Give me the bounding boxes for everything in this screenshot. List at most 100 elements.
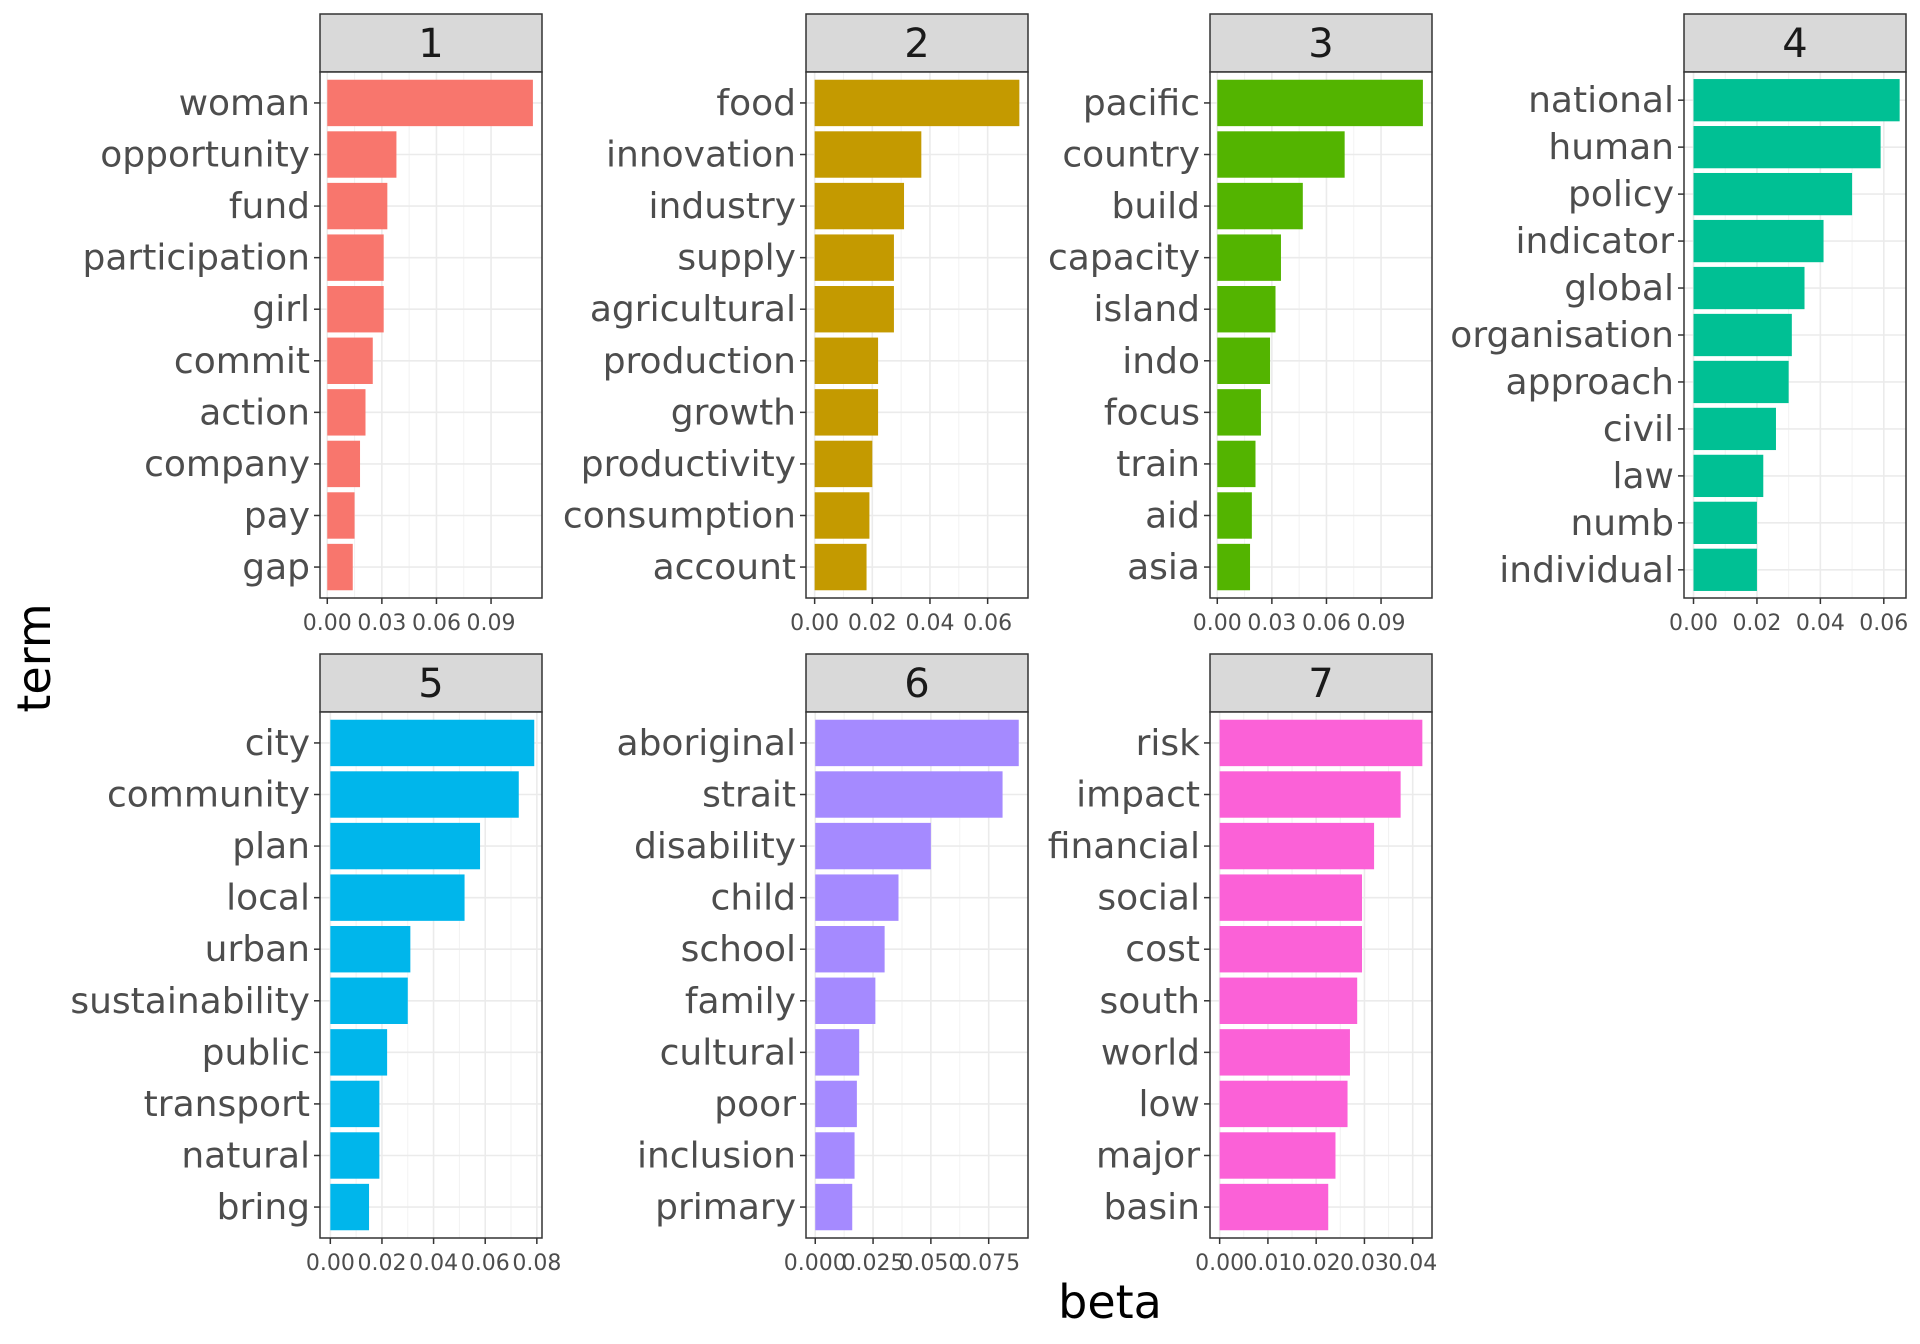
bar-consumption (814, 492, 870, 539)
term-label-global: global (1564, 268, 1674, 309)
x-tick-label: 0.04 (905, 611, 954, 636)
term-label-train: train (1116, 444, 1200, 485)
term-label-industry: industry (649, 186, 796, 227)
bar-industry (814, 182, 905, 230)
bar-train (1217, 440, 1256, 488)
term-label-child: child (711, 878, 796, 919)
bar-strait (815, 771, 1003, 818)
facet-strip-label: 6 (904, 661, 929, 707)
facet-panel-6: 6 aboriginal strait disability child school fa… (617, 653, 1029, 1276)
bar-participation (327, 234, 384, 281)
x-axis-title: beta (1058, 1275, 1162, 1329)
term-label-aid: aid (1145, 495, 1200, 536)
x-tick-label: 0.025 (842, 1251, 905, 1276)
term-label-inclusion: inclusion (637, 1135, 796, 1176)
term-label-community: community (107, 775, 310, 816)
facet-strip (805, 13, 1029, 73)
term-label-national: national (1528, 80, 1674, 121)
x-tick-label: 0.00 (303, 611, 352, 636)
bar-capacity (1217, 234, 1281, 281)
term-label-primary: primary (655, 1187, 796, 1228)
facet-strip-label: 2 (904, 21, 929, 67)
term-label-company: company (144, 444, 310, 485)
bar-indicator (1693, 219, 1824, 263)
term-label-impact: impact (1076, 775, 1200, 816)
bar-productivity (814, 440, 873, 488)
x-tick-label: 0.02 (1292, 1251, 1341, 1276)
bar-impact (1219, 771, 1401, 818)
term-label-commit: commit (174, 341, 310, 382)
bar-global (1693, 266, 1805, 310)
facet-strip (1209, 653, 1433, 713)
bar-transport (330, 1080, 380, 1128)
term-label-policy: policy (1568, 174, 1674, 215)
bar-law (1693, 454, 1764, 498)
term-label-woman: woman (179, 83, 310, 124)
bar-island (1217, 286, 1276, 333)
bar-production (814, 337, 879, 384)
bar-public (330, 1029, 388, 1076)
panel-border (319, 711, 543, 1239)
term-label-cost: cost (1125, 929, 1200, 970)
term-label-basin: basin (1104, 1187, 1201, 1228)
panel-border (805, 711, 1029, 1239)
facet-strip-label: 3 (1308, 21, 1333, 67)
y-axis-title: term (7, 603, 61, 712)
bar-world (1219, 1029, 1350, 1076)
x-tick-label: 0.06 (1302, 611, 1351, 636)
bar-pay (327, 492, 355, 539)
bar-woman (327, 79, 533, 127)
bar-urban (330, 926, 411, 973)
term-label-bring: bring (217, 1187, 310, 1228)
x-tick-label: 0.04 (1796, 611, 1845, 636)
term-label-food: food (716, 83, 796, 124)
x-tick-label: 0.03 (357, 611, 406, 636)
bar-commit (327, 337, 373, 384)
bar-low (1219, 1080, 1348, 1128)
term-label-organisation: organisation (1450, 315, 1674, 356)
term-label-local: local (226, 878, 310, 919)
bar-numb (1693, 501, 1757, 544)
facet-panels: 1 woman opportunity fund participation girl co… (70, 13, 1908, 1276)
bar-company (327, 440, 361, 488)
term-label-south: south (1099, 981, 1200, 1022)
bar-individual (1693, 548, 1757, 591)
bar-girl (327, 286, 384, 333)
term-label-opportunity: opportunity (100, 135, 310, 176)
bar-gap (327, 543, 353, 591)
x-tick-label: 0.00 (790, 611, 839, 636)
term-label-girl: girl (252, 289, 310, 330)
bar-food (814, 79, 1020, 127)
bar-social (1219, 874, 1363, 921)
bar-sustainability (330, 977, 408, 1024)
bar-community (330, 771, 519, 818)
x-tick-label: 0.000 (784, 1251, 847, 1276)
term-label-human: human (1548, 127, 1674, 168)
facet-panel-2: 2 food innovation industry supply agricultura… (563, 13, 1029, 636)
term-label-pay: pay (244, 495, 310, 536)
term-label-cultural: cultural (660, 1032, 796, 1073)
term-label-participation: participation (83, 238, 311, 279)
bar-growth (814, 389, 879, 436)
bar-cultural (815, 1029, 860, 1076)
bar-child (815, 874, 899, 921)
panel-border (805, 71, 1029, 599)
term-label-world: world (1101, 1032, 1200, 1073)
term-label-account: account (653, 547, 796, 588)
x-tick-label: 0.00 (1669, 611, 1718, 636)
term-label-individual: individual (1499, 550, 1674, 591)
facet-panel-3: 3 pacific country build capacity island indo fo… (1048, 13, 1433, 636)
x-tick-label: 0.00 (1195, 1251, 1244, 1276)
term-label-natural: natural (181, 1135, 310, 1176)
x-tick-label: 0.08 (512, 1251, 561, 1276)
bar-agricultural (814, 286, 894, 333)
term-label-major: major (1096, 1135, 1200, 1176)
bar-pacific (1217, 79, 1423, 127)
panel-border (319, 71, 543, 599)
x-tick-label: 0.04 (1388, 1251, 1437, 1276)
x-tick-label: 0.02 (1732, 611, 1781, 636)
facet-strip-label: 5 (418, 661, 443, 707)
x-tick-label: 0.03 (1340, 1251, 1389, 1276)
facet-panel-1: 1 woman opportunity fund participation girl co… (83, 13, 543, 636)
term-label-plan: plan (232, 826, 310, 867)
